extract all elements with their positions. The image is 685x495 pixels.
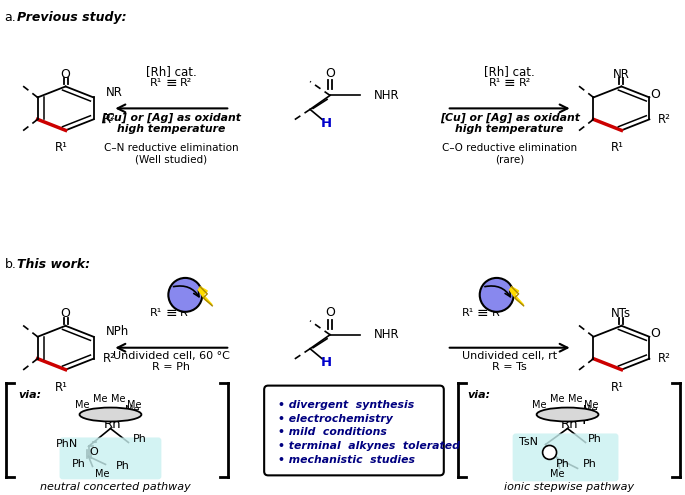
FancyBboxPatch shape bbox=[264, 386, 444, 475]
Text: Me: Me bbox=[127, 399, 142, 409]
Text: R²: R² bbox=[658, 352, 671, 365]
Text: NR: NR bbox=[105, 86, 123, 99]
Text: Ph: Ph bbox=[132, 435, 147, 445]
Text: This work:: This work: bbox=[16, 258, 90, 271]
Text: R²: R² bbox=[519, 79, 531, 89]
Text: R¹: R¹ bbox=[611, 141, 624, 154]
Text: O: O bbox=[61, 68, 71, 81]
Text: ionic stepwise pathway: ionic stepwise pathway bbox=[504, 482, 634, 493]
Text: b.: b. bbox=[5, 258, 16, 271]
Text: (rare): (rare) bbox=[495, 154, 524, 164]
Text: NTs: NTs bbox=[612, 307, 632, 320]
Text: Rh: Rh bbox=[561, 418, 578, 431]
Text: NHR: NHR bbox=[374, 89, 399, 102]
FancyBboxPatch shape bbox=[60, 438, 162, 479]
Text: Me: Me bbox=[95, 469, 110, 479]
Text: Me: Me bbox=[550, 469, 565, 479]
Ellipse shape bbox=[536, 407, 599, 422]
Text: [Rh] cat.: [Rh] cat. bbox=[484, 65, 535, 78]
Text: R¹: R¹ bbox=[611, 381, 624, 394]
Text: Me: Me bbox=[550, 394, 565, 403]
Text: Rh: Rh bbox=[103, 418, 121, 431]
Text: Previous study:: Previous study: bbox=[16, 11, 126, 24]
Text: Me: Me bbox=[569, 394, 583, 403]
Text: PhN: PhN bbox=[56, 440, 79, 449]
Text: R = Ph: R = Ph bbox=[152, 362, 190, 372]
Text: via:: via: bbox=[18, 390, 42, 399]
Text: NPh: NPh bbox=[105, 325, 129, 338]
Text: O: O bbox=[651, 88, 660, 101]
Text: Me: Me bbox=[75, 399, 90, 409]
Text: O: O bbox=[651, 327, 660, 340]
Text: O: O bbox=[325, 306, 335, 319]
Text: H: H bbox=[321, 117, 332, 130]
Text: C–O reductive elimination: C–O reductive elimination bbox=[442, 143, 577, 153]
Text: Me: Me bbox=[584, 399, 599, 409]
Text: Me: Me bbox=[125, 404, 140, 414]
Text: NR: NR bbox=[613, 68, 630, 81]
Text: Ph: Ph bbox=[588, 435, 601, 445]
Text: • mechanistic  studies: • mechanistic studies bbox=[278, 455, 415, 465]
Text: R²: R² bbox=[492, 308, 504, 318]
Text: Undivided cell, 60 °C: Undivided cell, 60 °C bbox=[113, 350, 229, 361]
Text: −: − bbox=[545, 446, 555, 459]
Text: Me: Me bbox=[582, 404, 597, 414]
Text: Ph: Ph bbox=[116, 461, 129, 471]
Text: R¹: R¹ bbox=[462, 308, 474, 318]
Text: R²: R² bbox=[180, 308, 192, 318]
Text: R²: R² bbox=[180, 79, 192, 89]
Text: • terminal  alkynes  tolerated: • terminal alkynes tolerated bbox=[278, 442, 460, 451]
Text: Ph: Ph bbox=[556, 459, 569, 469]
Text: Me: Me bbox=[532, 399, 547, 409]
Circle shape bbox=[479, 278, 514, 312]
Text: ≡: ≡ bbox=[504, 76, 516, 91]
Ellipse shape bbox=[79, 407, 141, 422]
Text: Me: Me bbox=[93, 394, 108, 403]
Text: C–N reductive elimination: C–N reductive elimination bbox=[104, 143, 238, 153]
Text: R²: R² bbox=[103, 113, 115, 126]
FancyBboxPatch shape bbox=[512, 434, 619, 481]
Text: • divergent  synthesis: • divergent synthesis bbox=[278, 399, 414, 409]
Text: Ph: Ph bbox=[582, 459, 597, 469]
Text: R²: R² bbox=[658, 113, 671, 126]
Text: R²: R² bbox=[103, 352, 115, 365]
Text: neutral concerted pathway: neutral concerted pathway bbox=[40, 482, 191, 493]
Text: ≡: ≡ bbox=[166, 76, 177, 91]
Text: O: O bbox=[61, 307, 71, 320]
Text: O: O bbox=[89, 447, 98, 457]
Polygon shape bbox=[510, 287, 523, 305]
Text: ≡: ≡ bbox=[477, 306, 488, 320]
Text: high temperature: high temperature bbox=[117, 124, 225, 134]
Text: high temperature: high temperature bbox=[456, 124, 564, 134]
Text: via:: via: bbox=[468, 390, 491, 399]
Text: a.: a. bbox=[5, 11, 16, 24]
Text: O: O bbox=[325, 67, 335, 80]
Text: Ph: Ph bbox=[72, 459, 86, 469]
Text: R¹: R¹ bbox=[150, 308, 162, 318]
Text: Rh: Rh bbox=[176, 289, 195, 301]
Text: R¹: R¹ bbox=[150, 79, 162, 89]
Text: Rh: Rh bbox=[488, 289, 506, 301]
Text: R¹: R¹ bbox=[488, 79, 501, 89]
Text: [Rh] cat.: [Rh] cat. bbox=[146, 65, 197, 78]
Text: • mild  conditions: • mild conditions bbox=[278, 428, 387, 438]
Text: TsN: TsN bbox=[519, 438, 538, 447]
Text: Undivided cell, rt: Undivided cell, rt bbox=[462, 350, 557, 361]
Text: Me: Me bbox=[111, 394, 126, 403]
Text: H: H bbox=[321, 356, 332, 369]
Text: [Cu] or [Ag] as oxidant: [Cu] or [Ag] as oxidant bbox=[101, 113, 241, 123]
Text: R¹: R¹ bbox=[55, 381, 68, 394]
Text: • electrochemistry: • electrochemistry bbox=[278, 413, 393, 424]
Text: [Cu] or [Ag] as oxidant: [Cu] or [Ag] as oxidant bbox=[440, 113, 580, 123]
Circle shape bbox=[543, 446, 557, 459]
Text: R = Ts: R = Ts bbox=[493, 362, 527, 372]
Text: NHR: NHR bbox=[374, 328, 399, 341]
Circle shape bbox=[169, 278, 202, 312]
Text: ≡: ≡ bbox=[166, 306, 177, 320]
Text: +: + bbox=[578, 414, 589, 427]
Text: (Well studied): (Well studied) bbox=[135, 154, 208, 164]
Polygon shape bbox=[198, 287, 212, 305]
Text: R¹: R¹ bbox=[55, 141, 68, 154]
